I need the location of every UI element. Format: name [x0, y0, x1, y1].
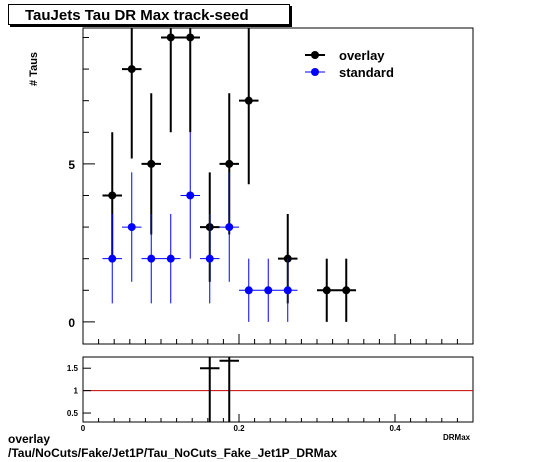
ratio-y-tick-label: 1: [74, 387, 79, 396]
overlay-point: [127, 65, 136, 74]
legend-marker: [311, 51, 319, 59]
overlay-point: [108, 191, 117, 200]
overlay-point: [147, 159, 156, 168]
ratio-x-tick-label: 0.2: [233, 424, 245, 433]
standard-point: [186, 191, 195, 200]
ratio-y-tick-label: 0.5: [67, 409, 79, 418]
standard-point: [283, 286, 292, 295]
overlay-point: [322, 286, 331, 295]
legend-label: standard: [339, 65, 394, 80]
standard-point: [264, 286, 273, 295]
overlay-point: [166, 33, 175, 42]
y-tick-label: 0: [68, 316, 75, 330]
y-tick-label: 5: [68, 158, 75, 172]
main-plot-frame: [82, 27, 474, 345]
standard-point: [205, 254, 214, 263]
ratio-y-tick-label: 1.5: [67, 364, 79, 373]
x-axis-label: DRMax: [443, 433, 471, 442]
caption: overlay /Tau/NoCuts/Fake/Jet1P/Tau_NoCut…: [8, 432, 337, 460]
overlay-point: [225, 159, 234, 168]
standard-point: [108, 254, 117, 263]
legend-label: overlay: [339, 48, 385, 63]
standard-point: [225, 223, 234, 232]
standard-point: [147, 254, 156, 263]
y-axis-label: # Taus: [28, 52, 40, 86]
ratio-plot-frame: [82, 356, 474, 423]
ratio-x-tick-label: 0.4: [389, 424, 401, 433]
caption-line-2: /Tau/NoCuts/Fake/Jet1P/Tau_NoCuts_Fake_J…: [8, 446, 337, 460]
legend-marker: [311, 68, 319, 76]
overlay-point: [186, 33, 195, 42]
caption-line-1: overlay: [8, 432, 51, 446]
standard-point: [244, 286, 253, 295]
overlay-point: [244, 96, 253, 105]
standard-point: [166, 254, 175, 263]
ratio-x-tick-label: 0: [81, 424, 86, 433]
overlay-point: [342, 286, 351, 295]
chart-title: TauJets Tau DR Max track-seed: [8, 4, 290, 25]
standard-point: [127, 223, 136, 232]
